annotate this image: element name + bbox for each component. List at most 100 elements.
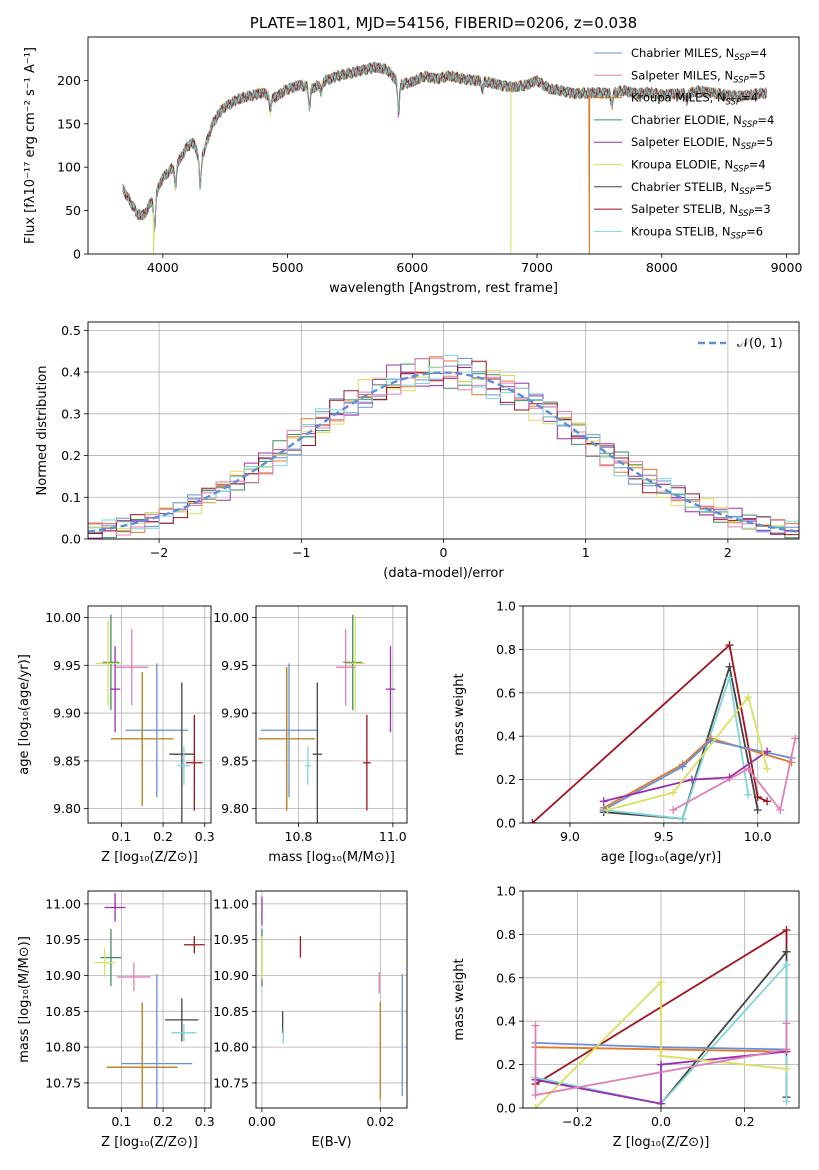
x-tick-label: 0.2 <box>735 1114 755 1129</box>
errorbar-point <box>169 682 194 825</box>
errorbar-point <box>178 747 191 785</box>
x-axis-label: Z [log₁₀(Z/Z⊙)] <box>613 1135 710 1150</box>
y-tick-label: 0.4 <box>496 1014 516 1029</box>
y-tick-label: 9.95 <box>53 658 81 673</box>
x-tick-label: 2 <box>724 545 732 560</box>
legend-label-suffix: =4 <box>749 158 766 172</box>
plot-area-age-vs-mass <box>258 615 395 826</box>
legend-label-suffix: =5 <box>749 68 766 82</box>
x-tick-label: 0.00 <box>248 1114 276 1129</box>
x-tick-label: 0.0 <box>651 1114 671 1129</box>
axes-frame <box>256 891 407 1108</box>
y-tick-label: 0.0 <box>496 816 516 831</box>
errorbar-point <box>261 663 318 797</box>
errorbar-point <box>107 1003 178 1132</box>
chart-title: PLATE=1801, MJD=54156, FIBERID=0206, z=0… <box>250 14 637 32</box>
y-axis-label: Flux [fλ10⁻¹⁷ erg cm⁻² s⁻¹ A⁻¹] <box>23 47 38 244</box>
x-tick-label: 0 <box>440 545 448 560</box>
x-tick-label: 8000 <box>646 260 678 275</box>
axes-massweight-vs-Z: −0.2 0.0 0.2 0.0 0.2 0.4 0.6 0.8 1.0 Z [log₁₀(Z/Z… <box>452 884 799 1151</box>
x-tick-label: 7000 <box>521 260 553 275</box>
errorbar-point <box>363 715 371 811</box>
y-tick-label: 0.0 <box>61 532 81 547</box>
plot-area-mass-vs-EBV <box>262 897 402 1100</box>
x-tick-label: 0.3 <box>195 829 215 844</box>
y-axis-label: mass weight <box>452 673 467 755</box>
x-tick-label: 1 <box>582 545 590 560</box>
mass-weight-marker <box>657 1052 665 1060</box>
y-tick-label: 200 <box>57 73 81 88</box>
axes-mass-vs-EBV: 0.00 0.02 10.75 10.80 10.85 10.90 10.95 11.00 E(… <box>213 891 407 1150</box>
legend-label: 𝒩(0, 1) <box>737 335 783 350</box>
y-axis-label: age [log₁₀(age/yr)] <box>17 654 32 775</box>
x-axis-label: Z [log₁₀(Z/Z⊙)] <box>101 850 198 865</box>
y-tick-label: 10.00 <box>45 610 81 625</box>
mass-weight-marker <box>754 806 762 814</box>
y-tick-label: 100 <box>57 160 81 175</box>
legend-label: Salpeter STELIB, NSSP=3 <box>631 202 771 219</box>
x-tick-label: 9000 <box>771 260 803 275</box>
legend-label-sub: SSP <box>731 231 747 241</box>
y-tick-label: 10.80 <box>213 1040 249 1055</box>
errorbar-point <box>386 646 395 732</box>
errorbar-point <box>171 1024 196 1041</box>
axes-frame <box>88 606 211 823</box>
y-tick-label: 10.80 <box>45 1040 81 1055</box>
legend-label-sub: SSP <box>726 98 742 108</box>
legend-label-text: Kroupa STELIB, N <box>631 224 731 238</box>
axes-massweight-vs-age: 9.0 9.5 10.0 0.0 0.2 0.4 0.6 0.8 1.0 age [log₁₀(a… <box>452 599 799 866</box>
legend-label-sub: SSP <box>739 187 755 197</box>
errorbar-point <box>94 948 115 977</box>
y-tick-label: 0.2 <box>496 1057 516 1072</box>
y-tick-label: 0.4 <box>496 729 516 744</box>
axes-age-vs-Z: 0.1 0.2 0.3 9.80 9.85 9.90 9.95 10.00 Z [log₁₀(Z… <box>17 606 215 865</box>
errorbar-point <box>101 929 122 986</box>
x-tick-label: −2 <box>150 545 168 560</box>
y-tick-label: 9.90 <box>53 706 81 721</box>
mass-weight-marker <box>791 734 799 742</box>
axes-frame <box>88 891 211 1108</box>
y-tick-label: 150 <box>57 116 81 131</box>
y-tick-label: 9.80 <box>53 801 81 816</box>
x-tick-label: −1 <box>292 545 310 560</box>
y-tick-label: 0.2 <box>61 448 81 463</box>
y-tick-label: 50 <box>65 203 81 218</box>
legend-label-sub: SSP <box>734 53 750 63</box>
axes-spectrum: 4000 5000 6000 7000 8000 9000 0 50 100 150 200 wave… <box>23 37 802 296</box>
axes-age-vs-mass: 10.8 11.0 9.80 9.85 9.90 9.95 10.00 mass [log₁₀… <box>213 606 407 865</box>
errorbar-point <box>184 936 205 953</box>
legend-label-suffix: =5 <box>755 180 772 194</box>
mass-weight-line <box>532 645 767 823</box>
legend-label-suffix: =4 <box>750 46 767 60</box>
y-tick-label: 1.0 <box>496 599 516 614</box>
legend-label-suffix: =5 <box>756 135 773 149</box>
legend-label-text: Kroupa MILES, N <box>631 91 726 105</box>
legend-label-suffix: =3 <box>754 202 771 216</box>
errorbar-point <box>96 620 121 706</box>
y-tick-label: 0.6 <box>496 685 516 700</box>
x-tick-label: 0.2 <box>153 829 173 844</box>
y-tick-label: 10.90 <box>45 968 81 983</box>
x-tick-label: 4000 <box>147 260 179 275</box>
x-tick-label: 0.3 <box>195 1114 215 1129</box>
legend-label-text: Salpeter MILES, N <box>631 68 733 82</box>
y-tick-label: 0.2 <box>496 772 516 787</box>
legend-label-suffix: =4 <box>741 91 758 105</box>
x-axis-label: age [log₁₀(age/yr)] <box>601 850 722 865</box>
legend-label-suffix: =4 <box>757 113 774 127</box>
mass-weight-marker <box>600 797 608 805</box>
legend-label-text: Salpeter STELIB, N <box>631 202 738 216</box>
figure: 4000 5000 6000 7000 8000 9000050100150200wave… <box>0 0 819 1170</box>
y-tick-label: 10.85 <box>213 1004 249 1019</box>
legend-label-text: Kroupa ELODIE, N <box>631 158 733 172</box>
x-tick-label: 0.1 <box>111 829 131 844</box>
x-axis-label: mass [log₁₀(M/M⊙)] <box>268 850 395 865</box>
y-tick-label: 10.00 <box>213 610 249 625</box>
mass-weight-marker <box>782 1065 790 1073</box>
x-tick-label: 6000 <box>396 260 428 275</box>
errorbar-point <box>165 998 198 1041</box>
y-tick-label: 9.85 <box>53 753 81 768</box>
mass-weight-marker <box>763 797 771 805</box>
x-axis-label: wavelength [Angstrom, rest frame] <box>329 281 558 296</box>
